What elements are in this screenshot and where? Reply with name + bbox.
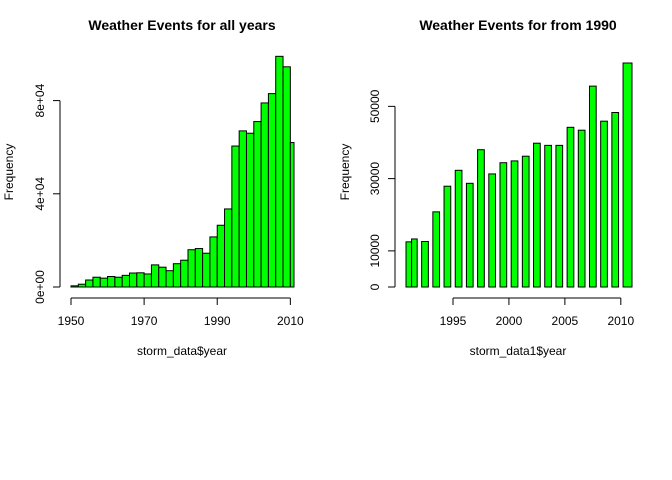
histogram-bar — [544, 144, 552, 288]
histogram-bar — [510, 160, 519, 288]
histogram-bar — [267, 93, 277, 288]
histogram-bar — [194, 248, 204, 288]
histogram-bar — [114, 276, 123, 288]
x-tick-label: 2000 — [496, 314, 523, 328]
histogram-bar — [202, 252, 211, 288]
histogram-bar — [209, 236, 218, 288]
x-tick-label: 2010 — [277, 314, 304, 328]
histogram-bar — [411, 238, 418, 288]
y-tick-label: 30000 — [368, 162, 382, 196]
histogram-bar — [77, 283, 87, 288]
x-tick-label: 1990 — [204, 314, 231, 328]
histogram-bar — [289, 142, 295, 288]
histogram-bar — [180, 259, 189, 288]
histogram-bar — [128, 272, 138, 288]
histogram-bar — [143, 273, 152, 288]
histogram-bar — [187, 249, 196, 288]
histogram-bar — [253, 121, 262, 288]
histogram-bar — [521, 155, 530, 288]
histogram-bar — [432, 211, 441, 288]
histogram-bar — [282, 66, 291, 288]
histogram-bar — [588, 85, 597, 288]
histogram-bar — [488, 173, 497, 288]
histogram-bar — [231, 145, 240, 288]
chart-title: Weather Events for all years — [88, 17, 275, 33]
histogram-bar — [150, 264, 160, 288]
histogram-bar — [245, 132, 255, 288]
histogram-bar — [443, 185, 452, 288]
x-axis-label: storm_data$year — [137, 344, 227, 358]
histogram-bar — [454, 169, 463, 288]
histogram-bar — [85, 279, 94, 288]
histogram-bar — [421, 240, 429, 288]
histogram-bar — [611, 112, 620, 288]
histogram-bar — [92, 276, 101, 288]
histogram-all-years: Weather Events for all years storm_data$… — [2, 17, 304, 358]
histogram-bar — [216, 224, 226, 288]
x-tick-label: 2005 — [552, 314, 579, 328]
histogram-bar — [165, 270, 174, 288]
histogram-bar — [465, 182, 474, 288]
y-tick-label: 0e+00 — [33, 270, 47, 304]
histogram-bar — [224, 208, 233, 288]
histogram-bar — [99, 277, 109, 288]
histogram-bar — [70, 285, 79, 288]
histogram-bar — [405, 241, 413, 288]
histogram-bar — [566, 126, 575, 288]
x-tick-label: 1970 — [131, 314, 158, 328]
y-axis-label: Frequency — [338, 144, 352, 201]
histogram-bar — [600, 120, 608, 288]
chart-title: Weather Events for from 1990 — [419, 17, 617, 33]
y-tick-label: 50000 — [368, 89, 382, 123]
histogram-bar — [622, 62, 633, 288]
histogram-bar — [172, 263, 182, 288]
y-tick-label: 10000 — [368, 234, 382, 268]
y-tick-label: 0 — [368, 283, 382, 290]
x-tick-label: 1950 — [58, 314, 85, 328]
histogram-bar — [121, 274, 130, 288]
x-axis-label: storm_data1$year — [470, 344, 567, 358]
histogram-bar — [533, 142, 541, 288]
histogram-bar — [107, 276, 116, 288]
histogram-bar — [158, 266, 167, 288]
histogram-bar — [136, 272, 145, 288]
y-tick-label: 8e+04 — [33, 83, 47, 117]
histogram-bar — [499, 162, 508, 288]
histogram-bar — [577, 129, 586, 288]
y-axis-label: Frequency — [2, 144, 16, 201]
x-tick-label: 2010 — [607, 314, 634, 328]
histogram-bar — [260, 102, 269, 288]
histogram-bar — [477, 149, 485, 288]
y-tick-label: 4e+04 — [33, 177, 47, 211]
histogram-bar — [555, 144, 564, 288]
x-tick-label: 1995 — [440, 314, 467, 328]
histogram-bar — [275, 55, 284, 288]
histogram-bar — [238, 130, 247, 288]
histogram-from-1990: Weather Events for from 1990 storm_data1… — [338, 17, 634, 358]
